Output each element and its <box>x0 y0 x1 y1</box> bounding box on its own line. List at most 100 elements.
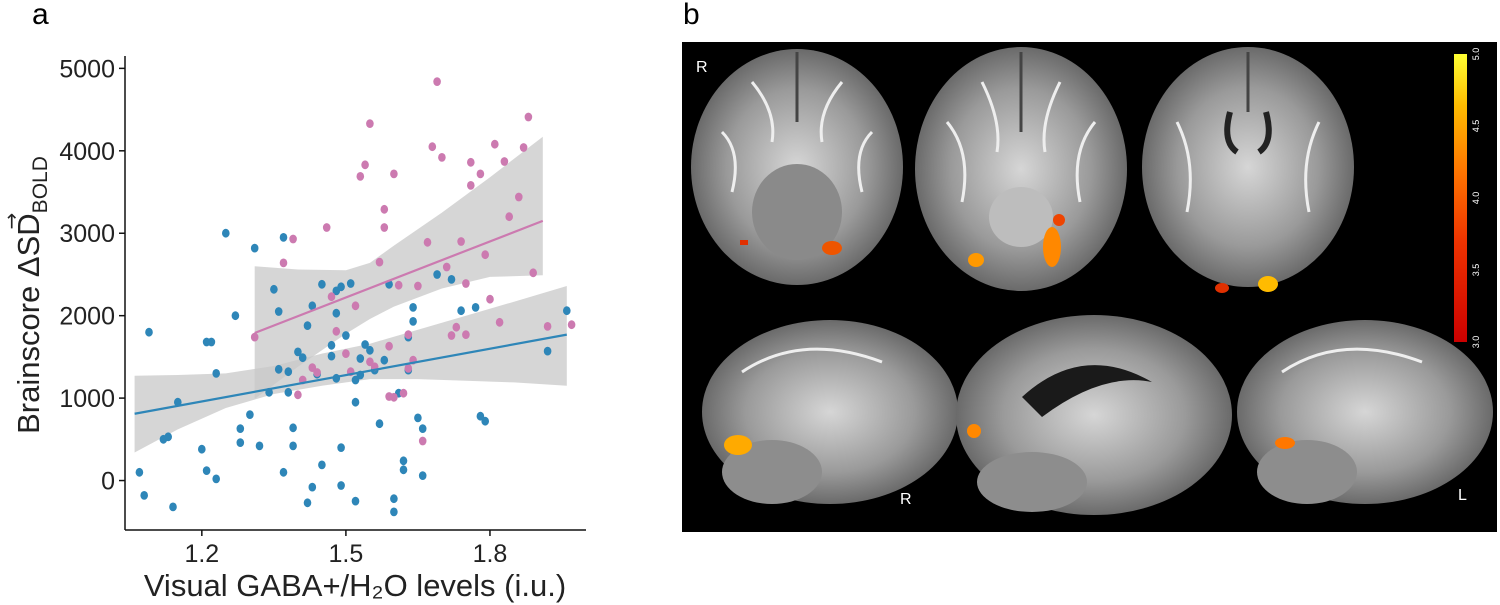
data-point-s0-30 <box>294 347 302 357</box>
data-point-s1-27 <box>404 330 413 339</box>
data-point-s0-37 <box>318 279 326 289</box>
panel-label-a: a <box>32 0 49 31</box>
data-point-s0-29 <box>289 441 297 451</box>
data-point-s1-6 <box>313 368 321 377</box>
data-point-s0-46 <box>337 481 345 490</box>
data-point-s0-45 <box>337 443 345 452</box>
data-point-s1-1 <box>279 258 288 268</box>
data-point-s1-41 <box>462 330 470 339</box>
sagittal-slice-2 <box>956 315 1232 515</box>
data-point-s1-48 <box>495 317 504 327</box>
data-point-s1-42 <box>467 181 475 190</box>
data-point-s1-36 <box>442 262 451 272</box>
axial-slice-2 <box>915 47 1127 291</box>
data-point-s0-47 <box>342 331 350 340</box>
data-point-s0-32 <box>303 321 312 330</box>
data-point-s0-35 <box>308 482 317 492</box>
orientation-label-r-sagittal: R <box>900 491 912 508</box>
colorbar <box>1454 54 1467 342</box>
y-tick-label-5: 5000 <box>59 55 115 83</box>
data-point-s0-71 <box>418 424 427 433</box>
orientation-label-l-sagittal: L <box>1458 487 1467 504</box>
data-point-s1-28 <box>404 364 413 373</box>
data-point-s1-33 <box>428 142 437 152</box>
data-point-s0-67 <box>409 303 417 312</box>
colorbar-tick-label-2: 4.0 <box>1471 192 1481 205</box>
data-point-s1-18 <box>375 257 384 267</box>
activation-clusters <box>724 214 1295 455</box>
x-tick-label-0: 1.2 <box>184 540 219 568</box>
data-point-s1-43 <box>467 157 475 167</box>
data-point-s0-61 <box>390 507 398 517</box>
data-point-s1-20 <box>380 204 389 214</box>
panel-label-b: b <box>683 0 700 31</box>
data-point-s1-53 <box>524 112 533 122</box>
data-point-s0-14 <box>231 311 240 321</box>
y-tick-label-0: 0 <box>101 468 115 496</box>
data-point-s0-10 <box>207 337 216 347</box>
data-point-s0-25 <box>279 467 288 477</box>
data-point-s1-37 <box>447 331 456 340</box>
data-point-s1-50 <box>505 212 513 222</box>
data-point-s1-7 <box>322 223 331 232</box>
orientation-label-r-top: R <box>696 59 708 76</box>
data-point-s0-26 <box>284 387 293 397</box>
data-point-s1-56 <box>567 320 576 330</box>
data-point-s1-46 <box>486 294 494 304</box>
x-tick-label-2: 1.8 <box>473 540 508 568</box>
data-point-s0-15 <box>236 424 245 433</box>
data-point-s0-9 <box>202 466 211 475</box>
data-point-s1-34 <box>433 77 441 86</box>
data-point-s1-4 <box>294 390 302 400</box>
data-point-s0-39 <box>327 340 336 350</box>
data-point-s0-12 <box>212 474 220 484</box>
data-point-s0-19 <box>255 441 264 451</box>
data-point-s1-24 <box>390 169 398 179</box>
data-point-s0-72 <box>433 270 441 279</box>
data-point-s1-2 <box>289 234 297 244</box>
x-tick-label-1: 1.5 <box>329 540 364 568</box>
y-tick-label-2: 2000 <box>59 303 115 331</box>
data-point-s0-16 <box>236 438 245 447</box>
colorbar-tick-label-1: 4.5 <box>1471 120 1481 133</box>
data-point-s0-57 <box>375 419 384 429</box>
data-point-s0-34 <box>308 301 317 311</box>
data-point-s0-60 <box>390 494 398 504</box>
colorbar-tick-label-3: 3.5 <box>1471 264 1481 277</box>
data-point-s1-32 <box>423 237 432 247</box>
y-tick-label-3: 3000 <box>59 220 115 248</box>
data-point-s1-30 <box>414 281 422 291</box>
data-point-s0-11 <box>212 369 220 378</box>
data-point-s0-27 <box>284 367 293 377</box>
axial-slice-3 <box>1142 47 1354 287</box>
data-point-s1-19 <box>380 223 389 232</box>
data-point-s0-31 <box>298 353 307 363</box>
data-point-s0-73 <box>447 275 456 284</box>
y-tick-label-1: 1000 <box>59 385 115 413</box>
data-point-s0-1 <box>140 491 148 500</box>
y-axis-title-sub: BOLD <box>29 156 52 213</box>
data-point-s1-49 <box>500 157 509 166</box>
data-point-s1-15 <box>366 119 374 128</box>
data-point-s1-23 <box>390 392 398 402</box>
data-point-s0-78 <box>543 346 552 356</box>
data-point-s0-0 <box>135 467 144 477</box>
data-point-s0-44 <box>337 282 345 292</box>
data-point-s0-75 <box>471 303 480 312</box>
data-point-s0-33 <box>303 498 312 508</box>
data-point-s0-17 <box>246 410 254 419</box>
data-point-s0-40 <box>327 351 336 361</box>
data-point-s0-22 <box>274 307 283 316</box>
data-point-s1-14 <box>361 160 369 170</box>
data-point-s1-0 <box>250 332 259 342</box>
data-point-s0-64 <box>399 465 408 475</box>
data-point-s0-58 <box>380 355 389 365</box>
data-point-s1-44 <box>476 169 485 179</box>
sagittal-slice-3 <box>1237 320 1493 504</box>
data-point-s0-4 <box>164 432 172 442</box>
data-point-s0-5 <box>169 502 177 512</box>
data-point-s1-35 <box>438 153 446 162</box>
scatter-plot: 0 1000 2000 3000 4000 5000 1.2 1.5 1.8 Visual GA… <box>0 55 586 603</box>
data-point-s1-38 <box>452 322 461 332</box>
y-axis-title-symbol: ΔSD <box>11 213 46 277</box>
